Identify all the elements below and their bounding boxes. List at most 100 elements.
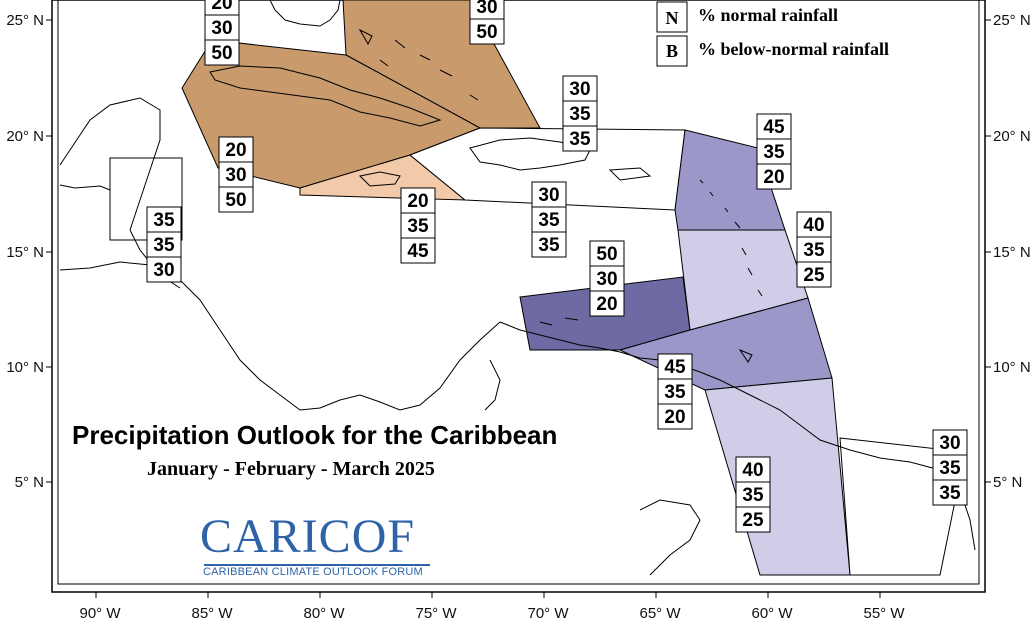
- prob-value: 35: [538, 210, 560, 231]
- prob-value: 20: [407, 191, 428, 212]
- prob-cell: [531, 231, 567, 258]
- prob-value: 35: [742, 485, 764, 506]
- prob-value: 35: [407, 216, 429, 237]
- prob-box-guyana: 40 35 25: [735, 456, 771, 533]
- prob-value: 30: [596, 269, 617, 290]
- prob-value: 40: [803, 215, 824, 236]
- prob-value: 35: [538, 235, 560, 256]
- lat-label-left: 20° N: [6, 128, 44, 145]
- logo-subtitle: CARIBBEAN CLIMATE OUTLOOK FORUM: [203, 566, 423, 578]
- prob-cell: [932, 479, 968, 506]
- prob-value: 20: [596, 294, 617, 315]
- prob-value: 35: [153, 235, 175, 256]
- probability-boxes: 3050203050203050303535353530203545303535…: [146, 0, 968, 533]
- lat-label-left: 15° N: [6, 244, 44, 261]
- prob-cell: [735, 456, 771, 483]
- legend-text-below: % below-normal rainfall: [698, 39, 889, 59]
- prob-value: 30: [476, 0, 497, 18]
- lat-label-right: 25° N: [993, 12, 1031, 29]
- prob-box-abc-islands: 50 30 20: [589, 240, 625, 317]
- map-subtitle: January - February - March 2025: [147, 458, 435, 480]
- prob-value: 35: [939, 483, 961, 504]
- prob-box-jamaica: 20 35 45: [400, 187, 436, 264]
- lat-label-left: 5° N: [15, 474, 44, 491]
- prob-cell: [932, 429, 968, 456]
- prob-value: 35: [939, 458, 961, 479]
- prob-value: 50: [596, 244, 617, 265]
- prob-cell: [756, 113, 792, 140]
- lon-label: 90° W: [79, 605, 121, 622]
- longitude-labels: 90° W 85° W 80° W 75° W 70° W 65° W 60° …: [79, 605, 905, 622]
- prob-cell: [589, 240, 625, 267]
- prob-cell: [756, 163, 792, 190]
- lon-label: 55° W: [863, 605, 905, 622]
- map-inner-frame: [57, 0, 980, 585]
- prob-cell: [400, 237, 436, 264]
- lon-label: 75° W: [415, 605, 457, 622]
- prob-value: 40: [742, 460, 763, 481]
- prob-cell: [657, 403, 693, 430]
- legend-letter-b: B: [666, 41, 678, 61]
- lat-label-right: 5° N: [993, 474, 1022, 491]
- prob-value: 35: [803, 240, 825, 261]
- legend-item-normal: N % normal rainfall: [656, 1, 838, 33]
- prob-box-trinidad: 45 35 20: [657, 353, 693, 430]
- legend-item-below: B % below-normal rainfall: [656, 35, 889, 67]
- prob-value: 35: [763, 142, 785, 163]
- prob-cell: [796, 211, 832, 238]
- prob-value: 50: [211, 43, 232, 64]
- prob-cell: [531, 206, 567, 233]
- prob-box-cuba: 20 30 50: [218, 136, 254, 213]
- lat-label-right: 20° N: [993, 128, 1031, 145]
- logo-divider: [204, 564, 430, 566]
- prob-value: 45: [664, 357, 686, 378]
- prob-cell: [562, 75, 598, 102]
- logo-wordmark: CARICOF: [200, 510, 416, 563]
- prob-value: 20: [763, 167, 784, 188]
- prob-cell: [735, 506, 771, 533]
- prob-box-leeward-islands: 45 35 20: [756, 113, 792, 190]
- prob-box-french-guiana: 30 35 35: [932, 429, 968, 506]
- prob-value: 30: [211, 18, 232, 39]
- prob-value: 35: [153, 210, 175, 231]
- prob-value: 50: [225, 190, 246, 211]
- lat-label-right: 10° N: [993, 359, 1031, 376]
- prob-cell: [562, 125, 598, 152]
- prob-cell: [400, 212, 436, 239]
- prob-value: 20: [211, 0, 232, 14]
- prob-cell: [146, 256, 182, 283]
- prob-value: 20: [664, 407, 685, 428]
- prob-value: 45: [763, 117, 785, 138]
- lon-label: 85° W: [191, 605, 233, 622]
- prob-value: 30: [225, 165, 246, 186]
- prob-cell: [204, 14, 240, 41]
- prob-value: 35: [569, 129, 591, 150]
- prob-cell: [657, 353, 693, 380]
- prob-cell: [204, 39, 240, 66]
- legend-letter-n: N: [666, 8, 679, 28]
- legend-text-normal: % normal rainfall: [698, 5, 838, 25]
- lon-label: 80° W: [303, 605, 345, 622]
- prob-value: 45: [407, 241, 429, 262]
- map-title: Precipitation Outlook for the Caribbean: [72, 420, 558, 450]
- lon-label: 60° W: [751, 605, 793, 622]
- prob-cell: [146, 231, 182, 258]
- prob-value: 30: [538, 185, 559, 206]
- lon-label: 70° W: [527, 605, 569, 622]
- axis-ticks: [46, 19, 991, 598]
- prob-box-hispaniola-pr: 30 35 35: [531, 181, 567, 258]
- prob-box-belize-yucatan: 35 35 30: [146, 206, 182, 283]
- prob-cell: [796, 236, 832, 263]
- lat-label-left: 10° N: [6, 359, 44, 376]
- lat-label-right: 15° N: [993, 244, 1031, 261]
- prob-value: 35: [569, 104, 591, 125]
- prob-cell: [735, 481, 771, 508]
- prob-cell: [589, 290, 625, 317]
- prob-value: 20: [225, 140, 246, 161]
- prob-value: 30: [153, 260, 174, 281]
- prob-value: 30: [569, 79, 590, 100]
- prob-cell: [932, 454, 968, 481]
- prob-cell: [218, 186, 254, 213]
